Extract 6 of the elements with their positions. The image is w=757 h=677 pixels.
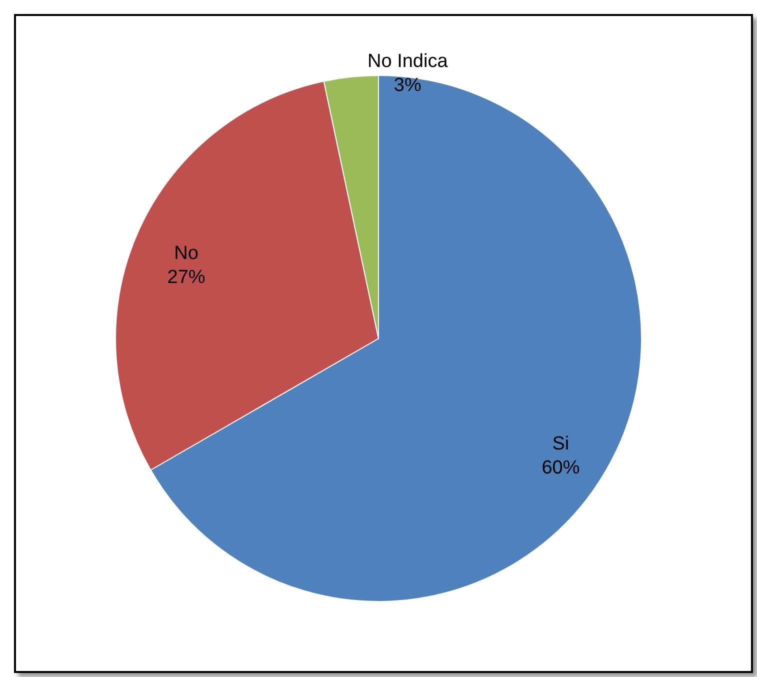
data-label: 3%: [394, 75, 422, 96]
data-label: 60%: [542, 458, 580, 479]
slice-label: No: [174, 242, 198, 264]
slice-label: Si: [552, 434, 570, 455]
data-label: 27%: [167, 266, 206, 288]
slice-label: No Indica: [368, 51, 448, 72]
